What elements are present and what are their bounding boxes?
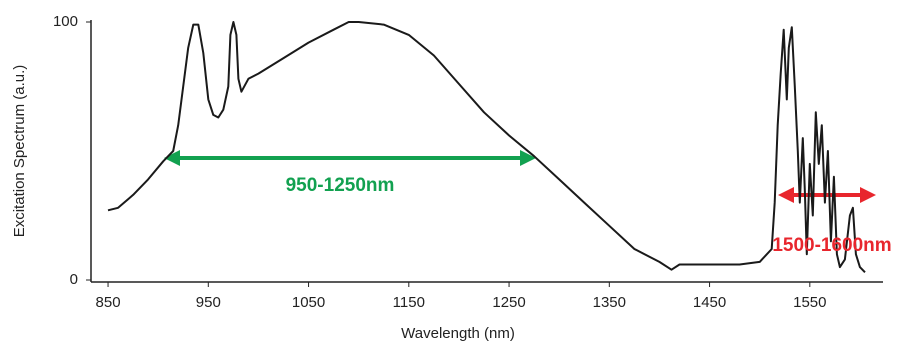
annotation: 1500-1600nm: [772, 235, 891, 256]
x-axis-label: Wavelength (nm): [401, 325, 515, 342]
y-tick-label: 0: [70, 271, 78, 288]
x-tick-label: 950: [196, 294, 221, 311]
x-tick-label: 1550: [793, 294, 826, 311]
y-axis-label: Excitation Spectrum (a.u.): [11, 65, 28, 238]
annotation: 950-1250nm: [286, 175, 395, 196]
x-tick-label: 1350: [593, 294, 626, 311]
x-tick-label: 1250: [492, 294, 525, 311]
x-tick-label: 850: [96, 294, 121, 311]
spectrum-line: [107, 21, 866, 274]
x-tick-label: 1450: [693, 294, 726, 311]
x-tick-label: 1150: [393, 294, 425, 311]
x-tick-label: 1050: [292, 294, 325, 311]
y-tick-label: 100: [53, 13, 78, 30]
